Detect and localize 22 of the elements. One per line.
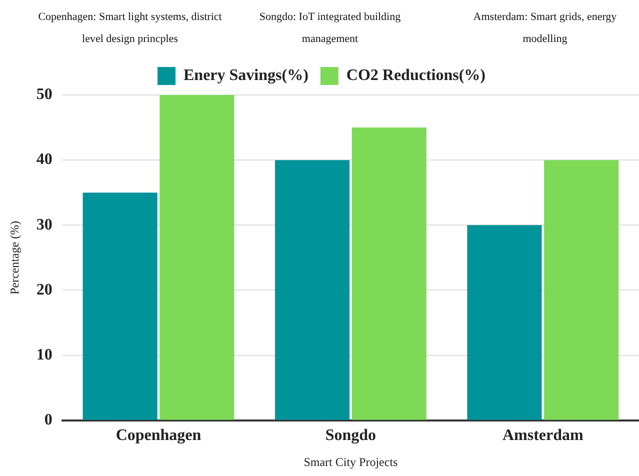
legend-label: CO2 Reductions(%) [346,67,486,84]
bar [160,95,234,420]
text: Amsterdam: Smart grids, energy modelling [472,10,618,47]
legend-label: Enery Savings(%) [183,67,308,84]
bar [352,128,426,420]
bar [544,160,619,420]
bar [82,192,158,420]
bar [467,225,542,420]
x-tick-label: Songdo [325,427,376,444]
text: Songdo: IoT integrated building management [258,10,402,47]
x-axis-title: Smart City Projects [304,454,398,469]
bar [274,160,350,420]
y-axis-title: Percentage (%) [7,220,22,295]
y-tick-label: 40 [36,151,52,168]
y-tick-label: 50 [36,86,52,104]
text: Copenhagen: Smart light systems, district level design princples [37,10,223,47]
y-tick-label: 10 [36,346,52,364]
y-tick-label: 20 [36,281,52,298]
y-tick-label: 0 [44,412,52,429]
x-tick-label: Amsterdam [502,427,584,444]
y-tick-label: 30 [36,216,52,234]
x-tick-label: Copenhagen [116,427,202,444]
